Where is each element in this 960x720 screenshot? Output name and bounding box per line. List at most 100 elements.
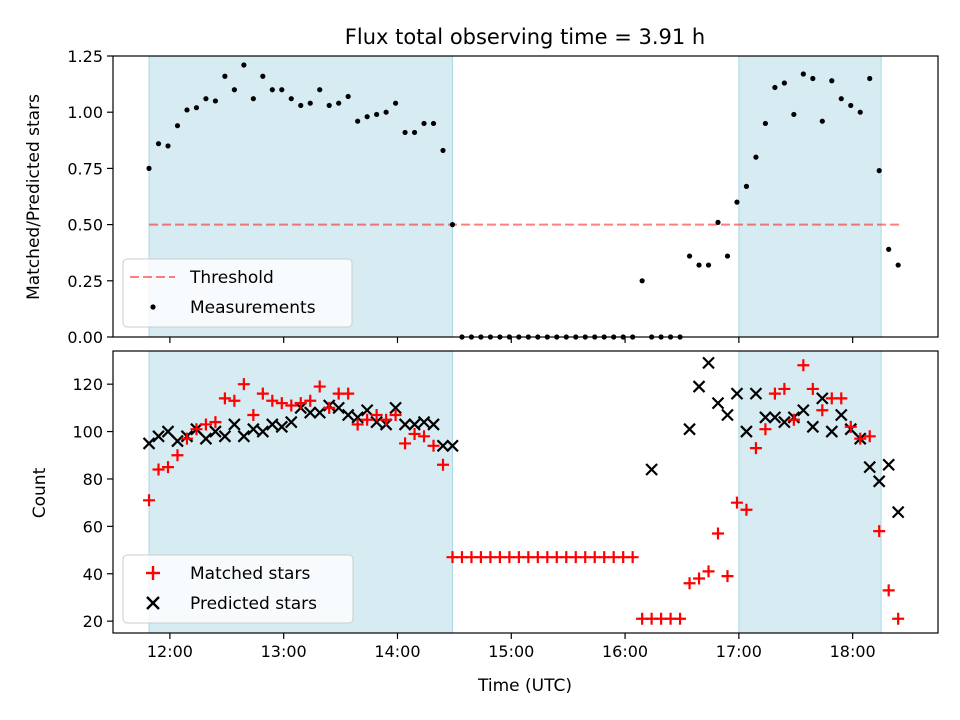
predicted-star-point xyxy=(209,425,222,438)
predicted-star-point xyxy=(256,425,270,438)
x-tick-label: 15:00 xyxy=(488,642,534,661)
measurement-point xyxy=(374,111,380,118)
measurement-point xyxy=(743,183,750,189)
y-tick-label: 100 xyxy=(72,423,103,442)
predicted-star-point xyxy=(284,415,298,429)
measurement-point xyxy=(222,73,228,79)
matched-star-point xyxy=(199,418,212,431)
predicted-star-point xyxy=(436,439,450,453)
x-tick-label: 12:00 xyxy=(147,642,193,661)
predicted-star-point xyxy=(768,411,782,424)
predicted-star-point xyxy=(152,430,165,443)
measurement-point xyxy=(819,118,825,124)
predicted-star-point xyxy=(730,387,744,400)
legend-matched-label: Matched stars xyxy=(190,564,310,584)
measurement-point xyxy=(449,222,456,228)
measurement-point xyxy=(696,262,702,268)
measurement-point xyxy=(734,199,740,205)
ratio-panel-x-ticks xyxy=(169,337,854,343)
y-tick-label: 0.50 xyxy=(67,216,103,235)
matched-star-point xyxy=(209,416,222,429)
matched-star-point xyxy=(152,463,165,476)
measurement-point xyxy=(212,98,219,104)
predicted-star-point xyxy=(778,415,791,429)
y-tick-label: 0.00 xyxy=(67,328,103,347)
matched-star-point xyxy=(351,418,364,431)
matched-star-point xyxy=(143,494,156,507)
matched-star-point xyxy=(162,461,174,474)
measurement-point xyxy=(857,109,863,115)
predicted-star-point xyxy=(834,408,848,422)
matched-star-point xyxy=(730,496,743,509)
measurement-point xyxy=(886,246,892,252)
measurement-point xyxy=(250,96,256,102)
measurement-point xyxy=(848,102,854,109)
measurement-point xyxy=(772,84,778,91)
predicted-star-point xyxy=(275,420,289,434)
matched-star-point xyxy=(323,401,336,414)
matched-star-point xyxy=(294,397,307,410)
matched-star-point xyxy=(237,378,250,391)
matched-star-point xyxy=(626,551,639,564)
matched-star-point xyxy=(835,392,848,405)
measurement-point xyxy=(307,100,313,106)
measurement-point xyxy=(781,80,787,86)
measurement-point xyxy=(364,114,370,120)
measurement-point xyxy=(838,96,844,102)
x-axis-label: Time (UTC) xyxy=(477,676,572,696)
measurement-point xyxy=(715,219,721,225)
matched-star-point xyxy=(740,503,753,516)
measurement-point xyxy=(440,147,446,154)
matched-star-point xyxy=(399,437,412,450)
ratio-panel-legend: Threshold Measurements xyxy=(122,258,353,328)
measurement-point xyxy=(895,262,901,268)
measurement-point xyxy=(146,165,152,171)
matched-star-point xyxy=(370,408,383,421)
measurement-point xyxy=(317,87,323,93)
count-panel-y-axis-label: Count xyxy=(30,467,50,518)
measurement-point xyxy=(184,107,190,113)
matched-star-point xyxy=(674,612,687,625)
matched-star-point xyxy=(816,404,829,417)
measurement-point xyxy=(753,154,759,160)
predicted-star-point xyxy=(237,430,251,443)
measurement-point xyxy=(383,109,389,115)
matched-stars-series xyxy=(143,359,905,625)
observing-window xyxy=(738,55,882,338)
measurement-point xyxy=(269,87,275,93)
y-tick-label: 0.75 xyxy=(67,159,103,178)
matched-star-point xyxy=(873,525,886,538)
measurement-point xyxy=(231,87,237,93)
ratio-panel-frame xyxy=(112,55,939,338)
predicted-star-point xyxy=(692,380,706,393)
matched-star-point xyxy=(427,439,440,452)
predicted-star-point xyxy=(351,411,364,424)
predicted-star-point xyxy=(332,401,345,415)
measurement-point xyxy=(155,141,162,147)
measurement-point xyxy=(705,262,712,268)
matched-star-point xyxy=(854,432,867,445)
predicted-star-point xyxy=(825,425,839,438)
measurement-point xyxy=(326,102,332,109)
measurement-point xyxy=(810,75,816,82)
measurement-point xyxy=(336,100,342,106)
matched-star-point xyxy=(266,394,279,407)
predicted-star-point xyxy=(797,403,810,417)
count-panel: 20 40 60 80 100 120 12:00 13:00 14:00 15:00 16:00… xyxy=(30,350,939,696)
count-panel-x-axis: 12:00 13:00 14:00 15:00 16:00 17:00 18:00 xyxy=(147,633,876,661)
ratio-panel-y-axis-label: Matched/Predicted stars xyxy=(24,94,44,300)
predicted-star-point xyxy=(816,392,829,405)
matched-star-point xyxy=(218,392,231,405)
y-tick-label: 40 xyxy=(83,565,103,584)
predicted-star-point xyxy=(247,422,260,436)
chart-title: Flux total observing time = 3.91 h xyxy=(345,25,705,49)
measurement-point xyxy=(829,78,835,84)
x-tick-label: 17:00 xyxy=(716,642,762,661)
predicted-star-point xyxy=(303,406,317,419)
measurement-point xyxy=(298,102,304,109)
measurement-point xyxy=(193,105,200,111)
x-tick-label: 14:00 xyxy=(374,642,420,661)
measurement-point xyxy=(686,253,693,259)
measurement-point xyxy=(241,62,247,68)
matched-star-point xyxy=(721,570,734,583)
